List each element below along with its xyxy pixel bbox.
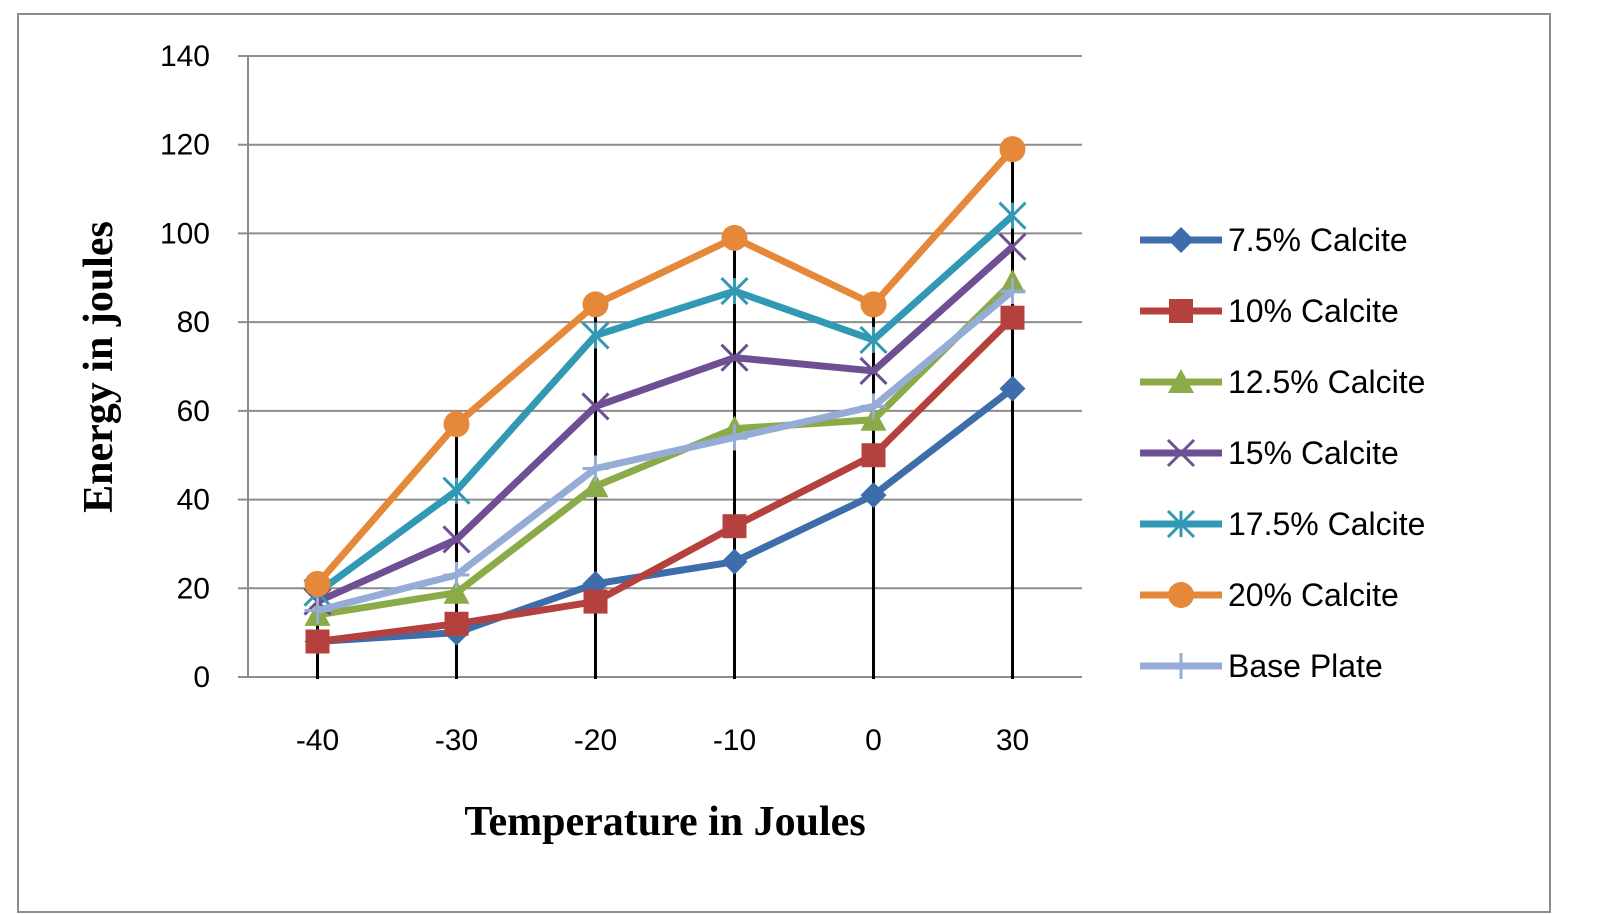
plus-marker — [999, 278, 1026, 305]
star-marker — [720, 277, 749, 306]
circle-marker — [443, 411, 470, 438]
triangle-marker — [1168, 369, 1194, 393]
x-tick-label: -40 — [296, 724, 339, 757]
diamond-marker — [721, 548, 748, 575]
x-axis-title: Temperature in Joules — [464, 799, 865, 845]
star-marker — [859, 325, 888, 354]
series-line — [315, 213, 1015, 596]
x-marker — [720, 343, 749, 372]
series-line — [316, 288, 1015, 614]
circle-marker — [304, 570, 331, 597]
x-tick-label: 0 — [865, 724, 882, 757]
legend-label: 7.5% Calcite — [1228, 222, 1408, 258]
plus-marker — [1168, 653, 1194, 679]
square-marker — [444, 611, 469, 636]
y-tick-label: 140 — [160, 40, 210, 73]
legend-label: 20% Calcite — [1228, 577, 1399, 613]
chart-border — [17, 13, 1551, 913]
x-marker — [998, 232, 1027, 261]
square-marker — [861, 443, 886, 468]
circle-marker — [860, 291, 887, 318]
series-17-5-calcite — [303, 201, 1027, 607]
legend-item: 7.5% Calcite — [1140, 222, 1408, 258]
diamond-marker — [860, 482, 887, 509]
triangle-marker — [582, 473, 609, 498]
x-tick-label: 30 — [996, 724, 1029, 757]
x-tick-label: -20 — [574, 724, 617, 757]
diamond-marker — [999, 375, 1026, 402]
series-line — [316, 279, 1015, 619]
x-tick-label: -30 — [435, 724, 478, 757]
series-line — [317, 385, 1015, 646]
plus-marker — [721, 424, 748, 451]
star-marker — [1166, 509, 1196, 539]
y-tick-label: 60 — [177, 395, 210, 428]
legend-label: Base Plate — [1228, 648, 1383, 684]
x-marker — [859, 356, 888, 385]
legend-item: Base Plate — [1140, 648, 1383, 684]
legend-label: 17.5% Calcite — [1228, 506, 1425, 542]
x-marker — [442, 525, 471, 554]
legend-item: 15% Calcite — [1140, 435, 1399, 471]
circle-marker — [721, 224, 748, 251]
series-line — [314, 146, 1016, 587]
series-12-5-calcite — [304, 269, 1026, 626]
legend-item: 17.5% Calcite — [1140, 506, 1425, 542]
y-tick-label: 100 — [160, 217, 210, 250]
x-marker — [1166, 438, 1196, 468]
square-marker — [722, 514, 747, 539]
legend-item: 20% Calcite — [1140, 577, 1399, 613]
x-marker — [581, 392, 610, 421]
square-marker — [1000, 305, 1025, 330]
y-tick-label: 20 — [177, 572, 210, 605]
square-marker — [1169, 299, 1193, 323]
legend-item: 12.5% Calcite — [1140, 364, 1425, 400]
y-tick-label: 80 — [177, 306, 210, 339]
diamond-marker — [1168, 227, 1194, 253]
series-20-calcite — [304, 136, 1026, 597]
star-marker — [998, 201, 1027, 230]
series-base-plate — [304, 278, 1026, 624]
series-15-calcite — [303, 232, 1027, 616]
x-tick-label: -10 — [713, 724, 756, 757]
triangle-marker — [443, 579, 470, 604]
star-marker — [581, 321, 610, 350]
legend-item: 10% Calcite — [1140, 293, 1399, 329]
legend-label: 10% Calcite — [1228, 293, 1399, 329]
square-marker — [583, 589, 608, 614]
y-tick-label: 120 — [160, 129, 210, 162]
y-tick-label: 40 — [177, 484, 210, 517]
plus-marker — [860, 393, 887, 420]
y-axis-title: Energy in joules — [76, 221, 122, 513]
series-10-calcite — [305, 305, 1025, 654]
series-line — [316, 244, 1015, 605]
circle-marker — [999, 136, 1026, 163]
plus-marker — [582, 455, 609, 482]
series-line — [317, 315, 1015, 645]
circle-marker — [1168, 582, 1194, 608]
circle-marker — [582, 291, 609, 318]
plus-marker — [304, 597, 331, 624]
legend-label: 12.5% Calcite — [1228, 364, 1425, 400]
square-marker — [305, 629, 330, 654]
star-marker — [442, 476, 471, 505]
plus-marker — [443, 561, 470, 588]
y-tick-label: 0 — [193, 661, 210, 694]
legend-label: 15% Calcite — [1228, 435, 1399, 471]
